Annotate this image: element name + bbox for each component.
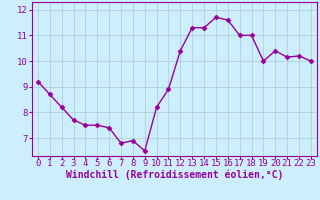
X-axis label: Windchill (Refroidissement éolien,°C): Windchill (Refroidissement éolien,°C) [66, 170, 283, 180]
